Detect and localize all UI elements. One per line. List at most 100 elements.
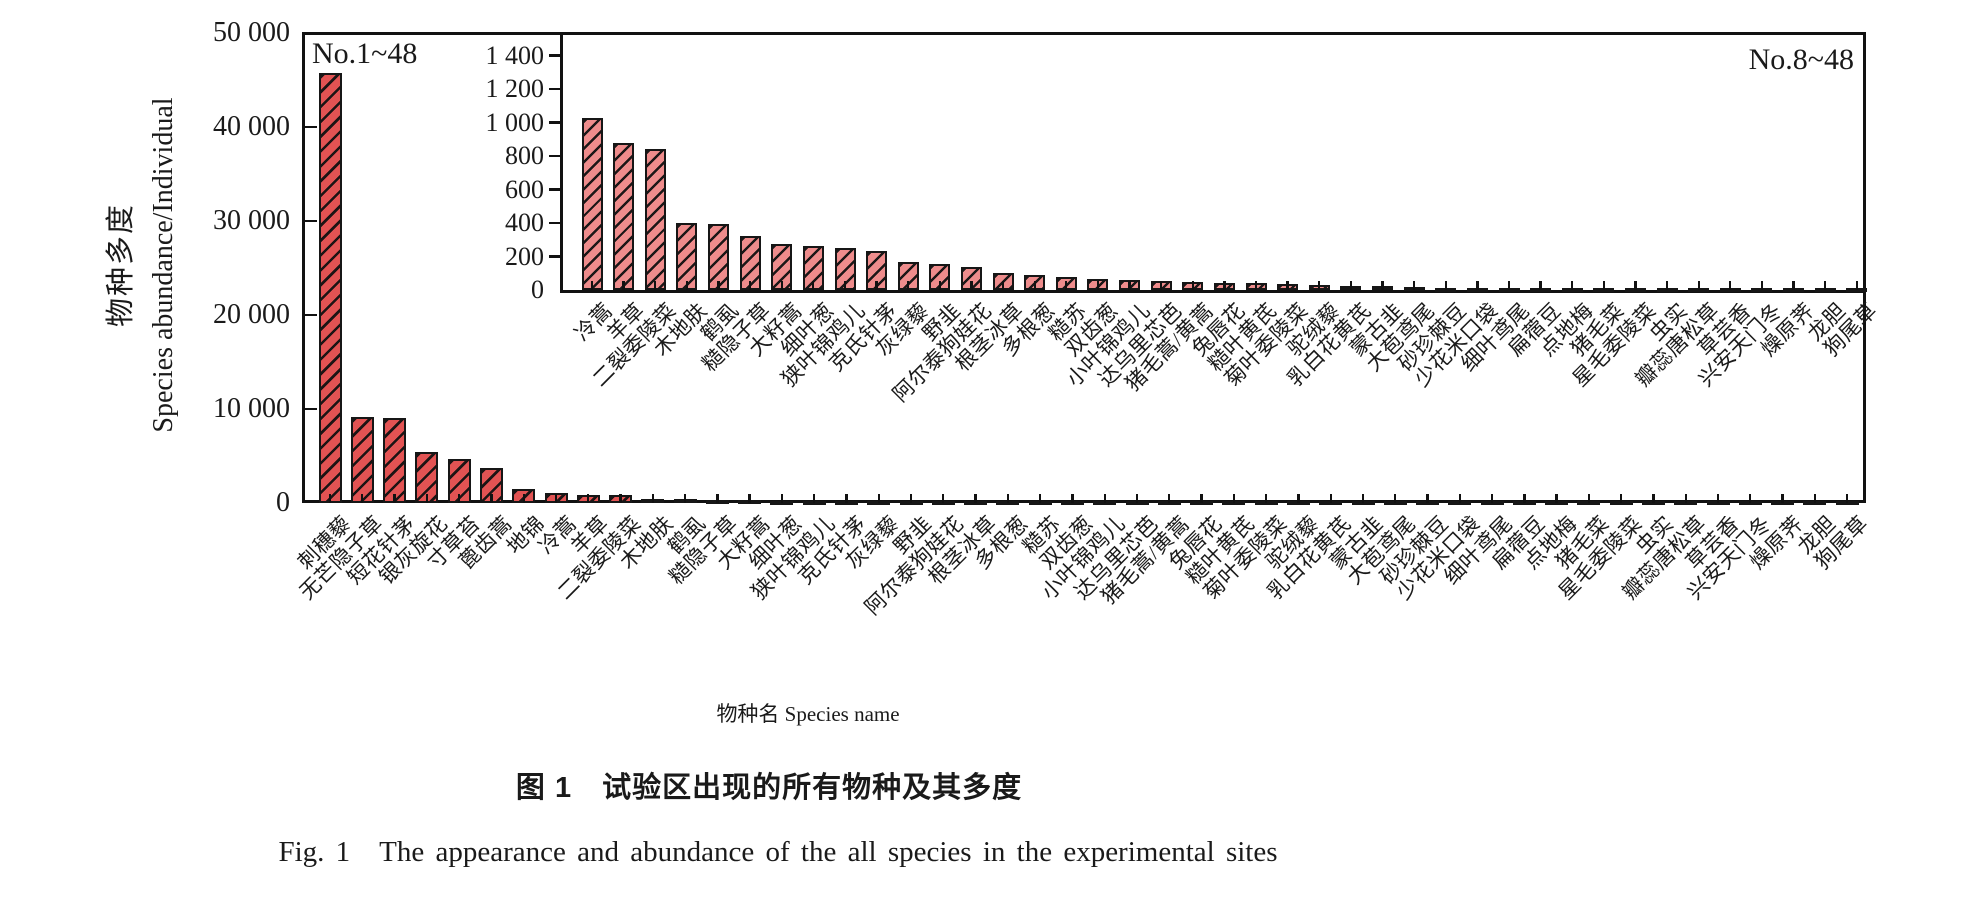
main-x-tick bbox=[1490, 494, 1494, 503]
inset-x-tick bbox=[1160, 281, 1163, 290]
inset-x-tick bbox=[1381, 281, 1384, 290]
inset-x-tick bbox=[1507, 281, 1511, 290]
inset-y-tick bbox=[549, 87, 560, 91]
inset-bar bbox=[739, 236, 761, 290]
inset-x-axis-line bbox=[560, 290, 1866, 293]
main-x-tick bbox=[1103, 494, 1106, 503]
main-x-tick bbox=[877, 494, 880, 503]
inset-x-tick bbox=[843, 281, 847, 290]
inset-x-tick bbox=[907, 281, 910, 290]
inset-x-tick bbox=[685, 281, 689, 290]
main-x-tick bbox=[1620, 494, 1623, 503]
main-x-tick bbox=[716, 494, 719, 503]
inset-x-tick bbox=[938, 281, 941, 290]
main-x-tick bbox=[1006, 494, 1010, 503]
inset-y-tick-label: 800 bbox=[505, 141, 544, 170]
main-y-tick bbox=[305, 219, 317, 223]
inset-x-tick bbox=[717, 281, 720, 290]
x-axis-title: 物种名 Species name bbox=[716, 702, 900, 726]
main-x-tick bbox=[393, 494, 396, 503]
main-y-tick-label: 40 000 bbox=[213, 111, 290, 142]
main-x-tick bbox=[1232, 494, 1235, 503]
inset-x-tick bbox=[1602, 281, 1605, 290]
inset-x-tick bbox=[1855, 281, 1858, 290]
main-x-tick bbox=[328, 494, 332, 503]
inset-x-tick bbox=[590, 281, 594, 290]
inset-x-tick bbox=[970, 281, 973, 290]
inset-y-tick-label: 1 200 bbox=[485, 74, 545, 103]
inset-x-tick bbox=[1033, 281, 1036, 290]
main-y-tick-label: 50 000 bbox=[213, 17, 290, 48]
main-x-tick bbox=[942, 494, 945, 503]
inset-y-tick-label: 1 400 bbox=[485, 40, 545, 70]
inset-y-tick-label: 400 bbox=[505, 208, 544, 237]
inset-x-tick bbox=[1318, 281, 1321, 290]
figure-caption-zh: 图 1 试验区出现的所有物种及其多度 bbox=[515, 772, 1023, 804]
main-x-tick bbox=[1361, 494, 1365, 503]
main-bar bbox=[479, 467, 503, 504]
main-plot-border bbox=[302, 32, 1866, 503]
main-x-tick bbox=[1813, 494, 1817, 503]
main-x-tick bbox=[1071, 494, 1074, 503]
main-x-tick bbox=[1039, 494, 1042, 503]
inset-range-annotation: No.8~48 bbox=[1748, 43, 1854, 76]
inset-y-tick bbox=[549, 221, 560, 225]
main-y-tick bbox=[305, 125, 317, 129]
y-axis-title: 物种多度 Species abundance/Individual bbox=[98, 97, 184, 432]
inset-x-tick bbox=[875, 281, 878, 290]
main-y-tick-label: 30 000 bbox=[213, 205, 290, 236]
inset-x-tick bbox=[1001, 281, 1005, 290]
main-x-tick bbox=[813, 494, 816, 503]
main-x-tick bbox=[1329, 494, 1332, 503]
inset-x-tick bbox=[1824, 281, 1827, 290]
inset-x-tick bbox=[1254, 281, 1258, 290]
figure-caption-en: Fig. 1 The appearance and abundance of t… bbox=[278, 836, 1278, 868]
inset-x-tick bbox=[1444, 281, 1447, 290]
inset-x-tick bbox=[654, 281, 657, 290]
inset-x-tick bbox=[1571, 281, 1574, 290]
inset-x-tick bbox=[1792, 281, 1795, 290]
main-x-tick bbox=[1555, 494, 1558, 503]
main-x-tick bbox=[1426, 494, 1429, 503]
inset-x-tick bbox=[1729, 281, 1732, 290]
main-x-tick bbox=[1458, 494, 1461, 503]
main-x-tick bbox=[522, 494, 525, 503]
main-x-tick bbox=[748, 494, 751, 503]
inset-x-tick bbox=[1286, 281, 1289, 290]
main-x-tick bbox=[490, 494, 493, 503]
inset-bar bbox=[613, 143, 635, 290]
main-x-tick bbox=[909, 494, 913, 503]
main-x-tick bbox=[1749, 494, 1752, 503]
main-x-tick bbox=[1168, 494, 1171, 503]
main-y-tick bbox=[305, 407, 317, 411]
inset-y-tick bbox=[549, 154, 560, 158]
main-x-tick bbox=[1652, 494, 1655, 503]
main-x-tick bbox=[1297, 494, 1300, 503]
inset-y-tick bbox=[549, 188, 560, 191]
main-x-tick bbox=[554, 494, 558, 503]
inset-x-tick bbox=[1634, 281, 1637, 290]
main-bar bbox=[447, 459, 471, 503]
inset-bar bbox=[897, 261, 919, 290]
inset-x-tick bbox=[812, 281, 815, 290]
main-x-tick bbox=[425, 494, 428, 503]
inset-bar bbox=[676, 223, 698, 290]
inset-y-tick bbox=[549, 54, 560, 57]
main-x-tick bbox=[651, 494, 654, 503]
main-y-tick-label: 0 bbox=[276, 487, 290, 518]
inset-bar bbox=[644, 149, 666, 290]
main-x-tick bbox=[457, 494, 461, 503]
inset-x-tick bbox=[622, 281, 625, 290]
main-x-tick bbox=[1264, 494, 1268, 503]
inset-y-tick-label: 1 000 bbox=[485, 107, 545, 137]
main-x-tick bbox=[1781, 494, 1784, 503]
inset-y-tick bbox=[549, 255, 560, 258]
inset-y-tick-label: 600 bbox=[505, 174, 544, 204]
main-x-tick bbox=[587, 494, 590, 503]
inset-x-tick bbox=[1223, 281, 1226, 290]
inset-x-tick bbox=[1128, 281, 1131, 290]
inset-x-tick bbox=[1065, 281, 1068, 290]
inset-bar bbox=[866, 251, 888, 290]
y-axis-title-en: Species abundance/Individual bbox=[148, 97, 179, 433]
